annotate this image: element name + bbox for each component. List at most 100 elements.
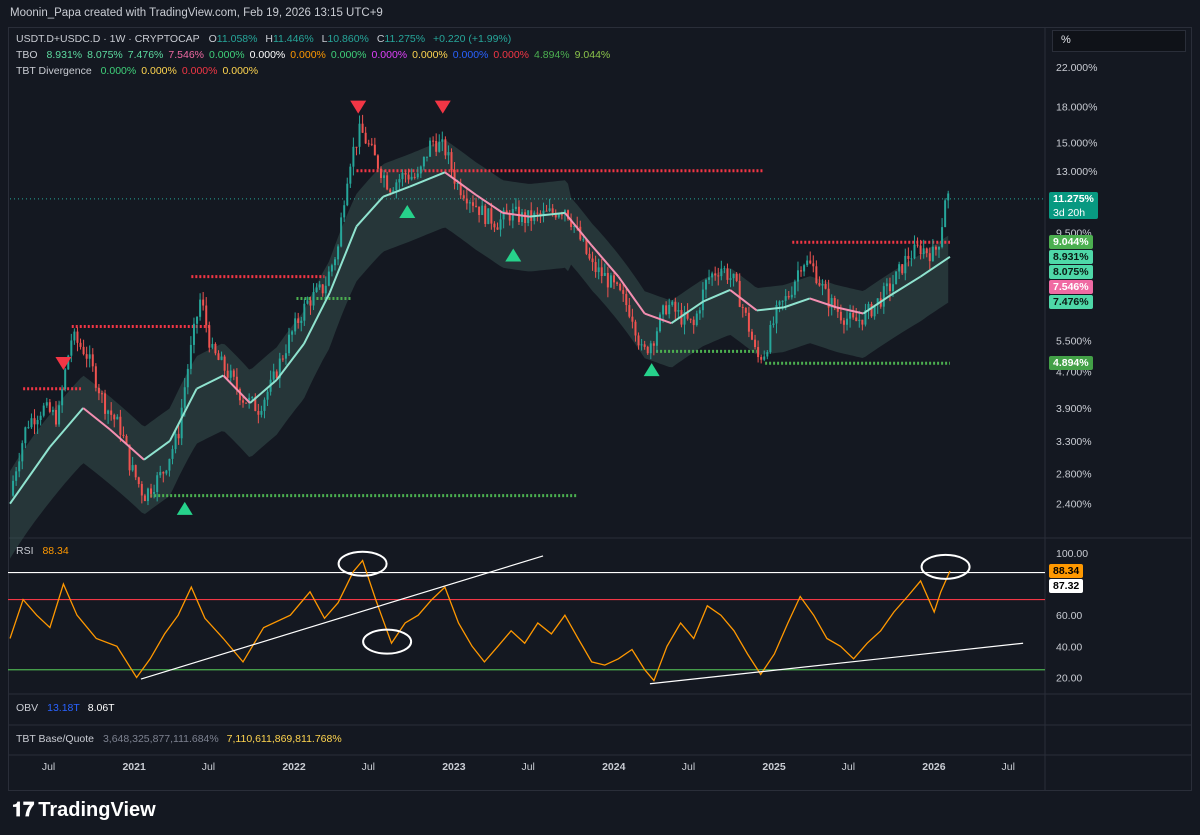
candle-body [551,208,554,213]
candle-body [226,370,229,378]
basequote-label[interactable]: TBT Base/Quote [16,733,95,745]
moving-average [9,171,951,505]
candle-body [478,206,481,215]
legend-value: 0.000% [412,49,448,61]
candle-body [352,146,355,167]
rsi-tick-label: 20.00 [1056,673,1082,685]
candle-body [732,273,735,279]
candle-body [321,284,324,294]
candle-body [202,299,205,306]
candle-body [619,283,622,291]
candle-body [128,444,131,471]
divergence-label[interactable]: TBT Divergence [16,65,92,77]
candle-body [772,323,775,325]
candle-body [294,318,297,332]
rsi-highlight-circle [362,628,413,655]
candle-body [628,305,631,317]
candle-body [468,202,471,204]
candle-body [337,246,340,260]
candle-body [401,172,404,180]
candle-body [116,416,119,420]
candle-body [649,343,652,354]
close-value: 11.275% [384,33,426,45]
candle-body [692,319,695,326]
price-candles [12,114,950,506]
candle-body [165,470,168,474]
candle-body [809,260,812,264]
candle-body [683,312,686,325]
candle-body [634,321,637,336]
candle-body [849,312,852,319]
candle-body [76,331,79,343]
symbol-label[interactable]: USDT.D+USDC.D · 1W · CRYPTOCAP [16,33,200,45]
candle-body [30,418,33,428]
change-value: +0.220 (+1.99%) [433,33,512,45]
x-tick-label: 2026 [922,761,946,773]
legend-value: 0.000% [330,49,367,61]
candle-body [156,475,159,493]
obv-label[interactable]: OBV [16,702,39,714]
candle-body [502,210,505,220]
legend-value: 7.476% [127,49,164,61]
candle-body [36,419,39,425]
candle-body [793,281,796,295]
candle-body [465,198,468,204]
sell-signal-marker [55,357,72,371]
tbo-label[interactable]: TBO [16,49,38,61]
candle-body [12,480,15,496]
legend-value: 8.931% [46,49,83,61]
ma-segment [756,306,785,312]
candle-body [300,320,303,323]
candle-body [125,435,128,445]
candle-body [652,343,655,346]
candle-body [606,272,609,288]
legend-value: 0.000% [141,65,177,77]
candle-body [91,354,94,367]
candle-body [137,477,140,485]
ma-segment [644,312,672,325]
legend-value: 7.546% [168,49,205,61]
candle-body [162,472,165,474]
candle-body [674,301,677,312]
candle-body [355,146,358,148]
candle-body [892,284,895,292]
candle-body [557,214,560,218]
candle-body [70,340,73,356]
price-tag: 11.275% 3d 20h [1049,191,1098,219]
candle-body [800,270,803,272]
scale-selector[interactable]: % [1052,30,1186,52]
candle-body [741,306,744,309]
candle-body [662,305,665,315]
candle-body [245,402,248,404]
rsi-label[interactable]: RSI [16,545,34,557]
candle-body [153,492,156,494]
ma-segment [82,407,111,431]
candle-body [637,335,640,346]
candle-body [140,484,143,496]
ma-segment [502,211,530,218]
candle-body [232,370,235,377]
candle-body [110,410,113,415]
candle-body [180,407,183,439]
candle-body [744,308,747,313]
candle-body [803,265,806,272]
candle-body [766,352,769,357]
candle-body [327,271,330,286]
candle-body [238,389,241,401]
rsi-value: 88.34 [42,545,69,557]
obv-value-2: 8.06T [87,702,115,714]
candle-body [689,318,692,320]
ma-segment [809,297,837,309]
candle-body [925,248,928,254]
candle-body [358,123,361,147]
x-tick-label: Jul [361,761,376,773]
candle-body [852,312,855,318]
ma-segment [475,194,504,214]
candle-body [729,278,732,280]
candle-body [499,219,502,230]
candle-body [582,239,585,241]
ma-segment [836,306,864,315]
tbo-cloud-band [10,140,949,559]
candle-body [88,354,91,359]
